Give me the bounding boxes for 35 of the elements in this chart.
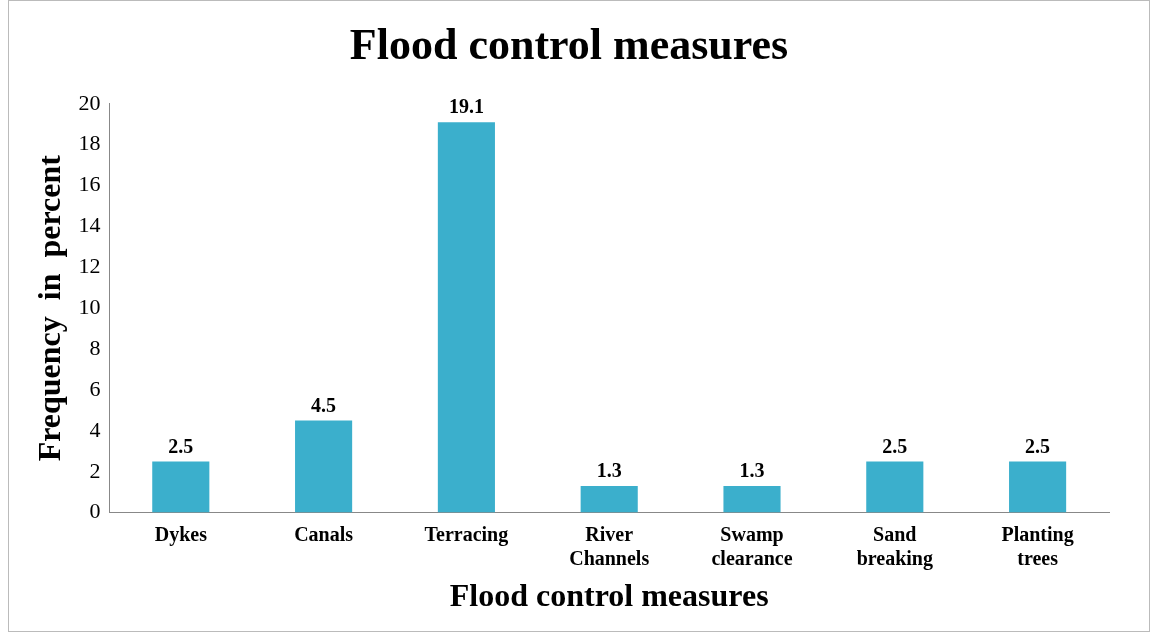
x-tick-label: Terracing bbox=[424, 522, 509, 546]
y-tick-label: 10 bbox=[78, 293, 101, 319]
y-axis-title: Frequency in percent bbox=[31, 154, 68, 462]
y-tick-label: 16 bbox=[78, 171, 101, 197]
y-tick-label: 12 bbox=[78, 253, 101, 279]
x-tick-label: Sand breaking bbox=[856, 522, 933, 570]
y-tick-label: 18 bbox=[78, 130, 101, 156]
bar bbox=[866, 461, 924, 513]
x-tick-label: Dykes bbox=[154, 522, 208, 546]
bar bbox=[580, 486, 638, 513]
data-label: 19.1 bbox=[448, 95, 484, 118]
y-tick-label: 4 bbox=[89, 416, 101, 442]
bar bbox=[295, 420, 353, 513]
y-tick-label: 20 bbox=[78, 89, 101, 115]
data-label: 4.5 bbox=[311, 393, 337, 416]
data-label: 1.3 bbox=[596, 459, 622, 482]
x-tick-label: Planting trees bbox=[1001, 522, 1074, 569]
x-tick-label: River Channels bbox=[569, 522, 650, 569]
y-tick-label: 8 bbox=[89, 334, 101, 360]
x-axis-title: Flood control measures bbox=[449, 577, 769, 614]
bar bbox=[437, 122, 495, 513]
bar bbox=[1009, 461, 1067, 513]
data-label: 2.5 bbox=[1025, 434, 1051, 457]
data-label: 2.5 bbox=[882, 434, 908, 457]
y-tick-label: 6 bbox=[89, 375, 101, 401]
data-label: 2.5 bbox=[168, 434, 194, 457]
y-tick-label: 2 bbox=[89, 457, 101, 483]
x-tick-label: Swamp clearance bbox=[711, 522, 793, 569]
bar bbox=[152, 461, 210, 513]
bar bbox=[723, 486, 781, 513]
x-tick-label: Canals bbox=[294, 522, 354, 545]
data-label: 1.3 bbox=[739, 459, 765, 482]
y-tick-label: 0 bbox=[89, 498, 101, 524]
chart-title: Flood control measures bbox=[349, 19, 789, 69]
y-tick-label: 14 bbox=[78, 212, 101, 238]
